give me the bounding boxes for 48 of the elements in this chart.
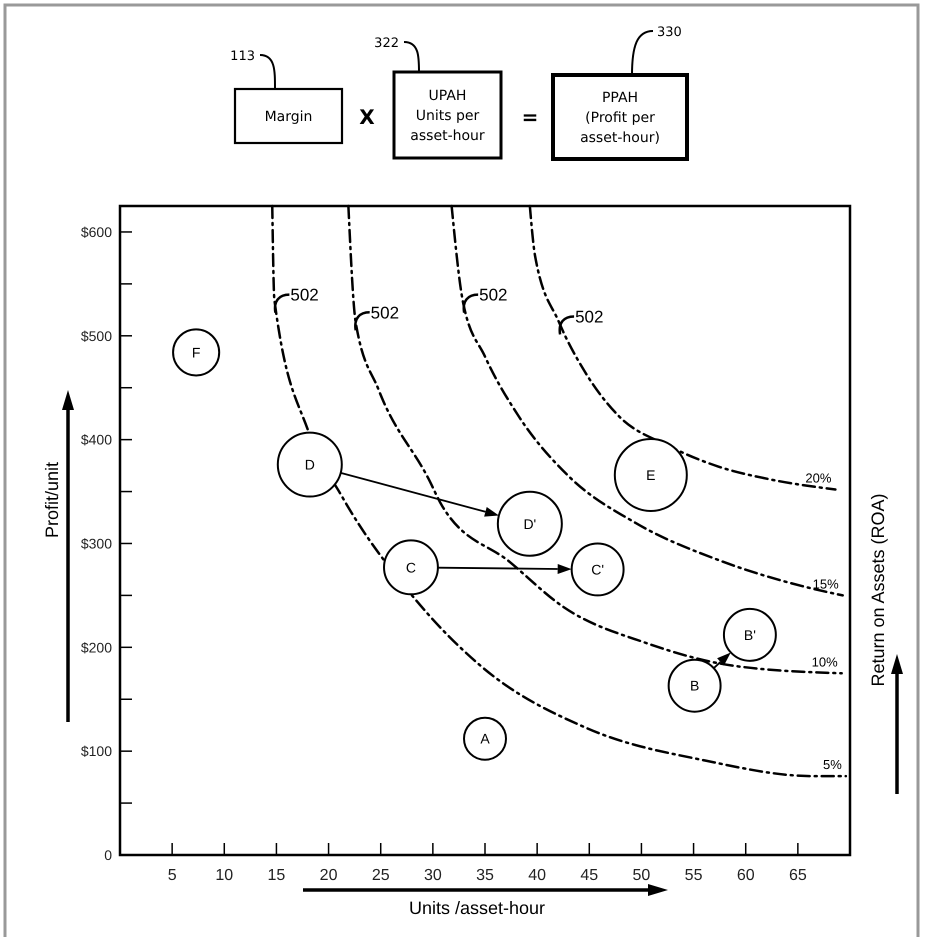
annotation: D' [523, 516, 536, 532]
text: 113 [230, 49, 255, 64]
text: Margin [264, 109, 312, 125]
annotation: A [480, 730, 490, 747]
annotation: B' [744, 626, 756, 643]
x-tick-label: 50 [632, 867, 650, 884]
annotation: 502 [479, 286, 508, 305]
y-axis-title: Profit/unit [42, 462, 62, 538]
series-label: 15% [812, 576, 840, 592]
y-tick-label: $100 [80, 743, 112, 760]
x-tick-label: 10 [215, 867, 234, 884]
annotation: B [690, 678, 700, 694]
annotation: 502 [290, 286, 319, 305]
text: PPAH (Profit per asset-hour) [580, 90, 660, 146]
annotation: 502 [370, 303, 400, 322]
text: X [359, 105, 376, 129]
text: 330 [657, 25, 682, 40]
annotation: C' [591, 561, 604, 578]
series-label: 20% [805, 470, 832, 486]
y-tick-label: $600 [80, 224, 112, 240]
x-tick-label: 60 [736, 867, 755, 884]
series-label: 10% [812, 654, 838, 670]
y-tick-label: $300 [80, 535, 112, 552]
y2-axis-title: Return on Assets (ROA) [868, 493, 888, 687]
text: 322 [374, 36, 399, 51]
x-tick-label: 25 [372, 867, 390, 884]
annotation: D [304, 456, 315, 473]
x-tick-label: 15 [268, 867, 286, 884]
x-tick-label: 45 [580, 867, 598, 884]
annotation: E [646, 466, 656, 483]
x-tick-label: 40 [528, 867, 546, 884]
x-tick-label: 35 [476, 867, 494, 884]
y-tick-label: 0 [104, 847, 112, 863]
x-tick-label: 20 [320, 867, 338, 884]
x-tick-label: 55 [684, 867, 703, 884]
annotation: 502 [575, 307, 604, 326]
x-tick-label: 30 [424, 867, 442, 884]
series-label: 5% [823, 757, 842, 772]
annotation: C [406, 559, 416, 576]
text: UPAH Units per asset-hour [410, 88, 485, 144]
y-tick-label: $400 [80, 432, 112, 448]
x-tick-label: 5 [168, 867, 177, 884]
x-tick-label: 65 [788, 867, 807, 884]
text: = [522, 105, 538, 129]
y-tick-label: $500 [80, 328, 112, 344]
x-axis-title: Units /asset-hour [408, 898, 546, 918]
annotation: F [192, 344, 200, 360]
y-tick-label: $200 [80, 639, 112, 656]
